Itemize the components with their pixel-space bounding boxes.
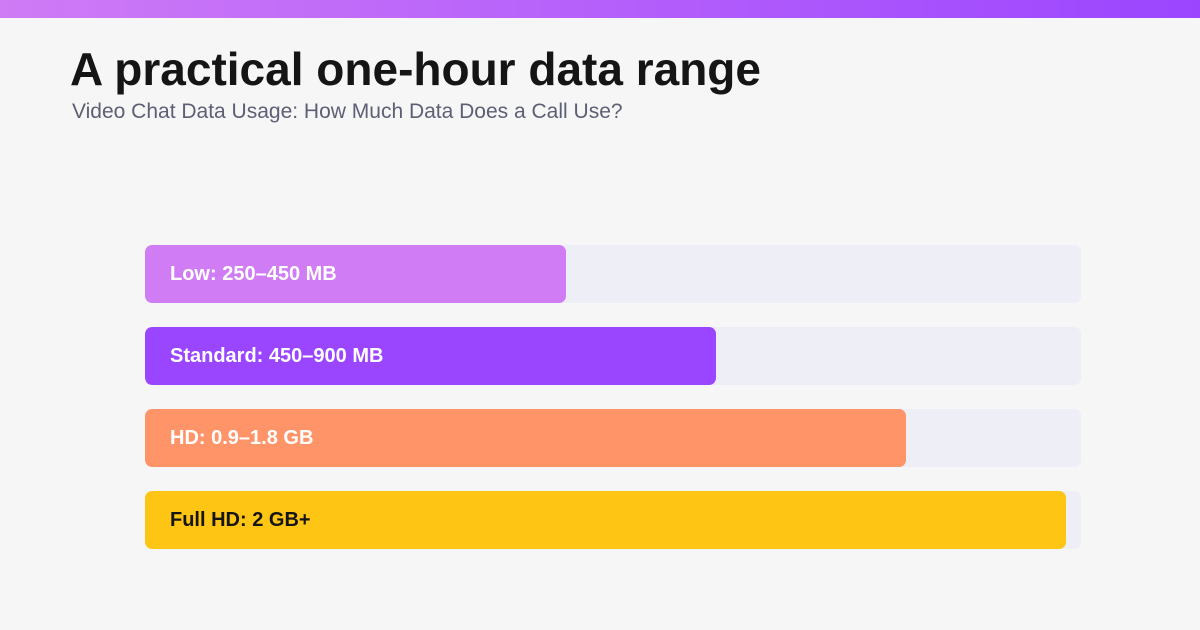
standard-quality-bar-track: Standard: 450–900 MB bbox=[145, 327, 1081, 385]
standard-quality-bar-fill bbox=[145, 327, 716, 385]
page-subtitle: Video Chat Data Usage: How Much Data Doe… bbox=[72, 100, 623, 123]
standard-quality-bar-label: Standard: 450–900 MB bbox=[170, 345, 384, 367]
hd-quality-bar-fill bbox=[145, 409, 906, 467]
full-hd-quality-bar-track: Full HD: 2 GB+ bbox=[145, 491, 1081, 549]
full-hd-quality-bar-fill bbox=[145, 491, 1067, 549]
low-quality-bar-label: Low: 250–450 MB bbox=[170, 263, 337, 285]
low-quality-bar-fill bbox=[145, 245, 567, 303]
hd-quality-bar-track: HD: 0.9–1.8 GB bbox=[145, 409, 1081, 467]
page-title: A practical one-hour data range bbox=[70, 43, 761, 95]
data-range-bar-chart: Low: 250–450 MB Standard: 450–900 MB HD:… bbox=[145, 245, 1081, 549]
low-quality-bar-track: Low: 250–450 MB bbox=[145, 245, 1081, 303]
hd-quality-bar-label: HD: 0.9–1.8 GB bbox=[170, 427, 314, 449]
full-hd-quality-bar-label: Full HD: 2 GB+ bbox=[170, 509, 311, 531]
top-gradient-strip bbox=[0, 0, 1200, 18]
